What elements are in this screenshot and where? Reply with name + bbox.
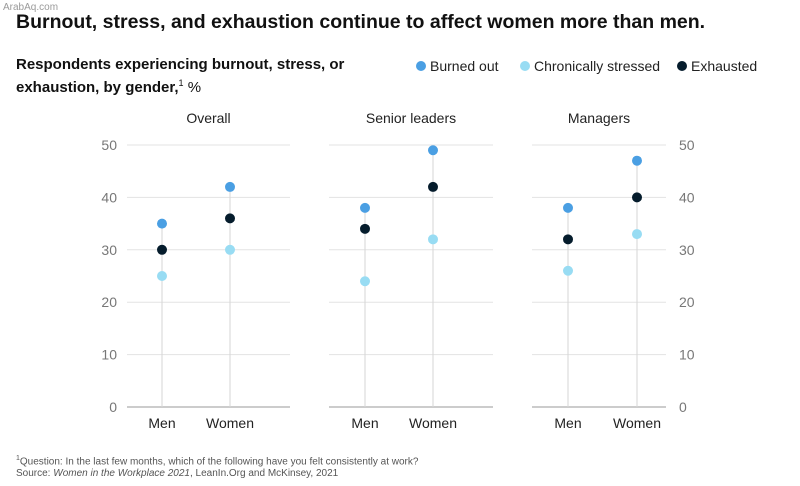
footnote-question-text: Question: In the last few months, which … xyxy=(19,456,419,468)
x-tick-label: Men xyxy=(554,415,581,431)
source-rest: , LeanIn.Org and McKinsey, 2021 xyxy=(189,468,339,480)
x-tick-label: Women xyxy=(409,415,457,431)
y-tick-label-left: 0 xyxy=(109,399,117,415)
legend: Burned out Chronically stressed Exhauste… xyxy=(0,58,800,78)
data-point-chronically-stressed xyxy=(632,229,642,240)
panel-title: Managers xyxy=(568,110,630,126)
y-tick-label-right: 50 xyxy=(679,137,695,153)
data-point-burned-out xyxy=(563,202,573,213)
y-tick-label-left: 10 xyxy=(101,347,117,363)
data-point-chronically-stressed xyxy=(157,271,167,281)
legend-label-burned-out: Burned out xyxy=(430,58,499,74)
legend-swatch-burned-out xyxy=(416,61,426,71)
data-point-exhausted xyxy=(225,213,235,224)
subtitle-text: Respondents experiencing burnout, stress… xyxy=(16,56,345,96)
chart-title: Burnout, stress, and exhaustion continue… xyxy=(16,11,706,33)
data-point-burned-out xyxy=(157,218,167,229)
source-label: Source: xyxy=(16,468,54,480)
x-tick-label: Women xyxy=(613,415,661,431)
data-point-burned-out xyxy=(360,202,370,213)
data-point-exhausted xyxy=(360,223,370,234)
legend-item-chronically-stressed: Chronically stressed xyxy=(520,58,660,74)
legend-swatch-chronically-stressed xyxy=(520,61,530,71)
legend-item-burned-out: Burned out xyxy=(416,58,499,74)
source-title: Women in the Workplace 2021 xyxy=(53,468,190,480)
legend-label-chronically-stressed: Chronically stressed xyxy=(534,58,661,74)
footnote-source: Source: Women in the Workplace 2021, Lea… xyxy=(16,468,418,480)
legend-item-exhausted: Exhausted xyxy=(677,58,757,74)
y-tick-label-left: 40 xyxy=(101,189,117,205)
subtitle-unit: % xyxy=(187,79,202,96)
footnote: 1Question: In the last few months, which… xyxy=(16,453,418,480)
y-tick-label-left: 50 xyxy=(101,137,117,153)
footnote-question: 1Question: In the last few months, which… xyxy=(16,453,418,468)
chart-subtitle: Respondents experiencing burnout, stress… xyxy=(16,55,346,97)
panel-title: Senior leaders xyxy=(366,110,456,126)
y-tick-label-right: 0 xyxy=(679,399,687,415)
y-tick-label-right: 40 xyxy=(679,189,695,205)
data-point-chronically-stressed xyxy=(225,244,235,255)
y-tick-label-right: 30 xyxy=(679,242,695,258)
data-point-chronically-stressed xyxy=(563,265,573,276)
watermark: ArabAq.com xyxy=(3,2,59,13)
panel-title: Overall xyxy=(186,110,230,126)
x-tick-label: Men xyxy=(351,415,378,431)
data-point-chronically-stressed xyxy=(360,276,370,287)
y-tick-label-right: 20 xyxy=(679,294,695,310)
data-point-exhausted xyxy=(157,244,167,255)
y-tick-label-left: 30 xyxy=(101,242,117,258)
data-point-exhausted xyxy=(428,181,438,192)
subtitle-footnote-ref: 1 xyxy=(178,78,184,88)
x-tick-label: Women xyxy=(206,415,254,431)
data-point-exhausted xyxy=(563,234,573,245)
y-tick-label-left: 20 xyxy=(101,294,117,310)
data-point-exhausted xyxy=(632,192,642,203)
footnote-ref: 1 xyxy=(16,455,20,462)
data-point-chronically-stressed xyxy=(428,234,438,245)
data-point-burned-out xyxy=(225,181,235,192)
legend-label-exhausted: Exhausted xyxy=(691,58,758,74)
data-point-burned-out xyxy=(632,155,642,166)
x-tick-label: Men xyxy=(148,415,175,431)
y-tick-label-right: 10 xyxy=(679,347,695,363)
data-point-burned-out xyxy=(428,145,438,156)
legend-swatch-exhausted xyxy=(677,61,687,71)
